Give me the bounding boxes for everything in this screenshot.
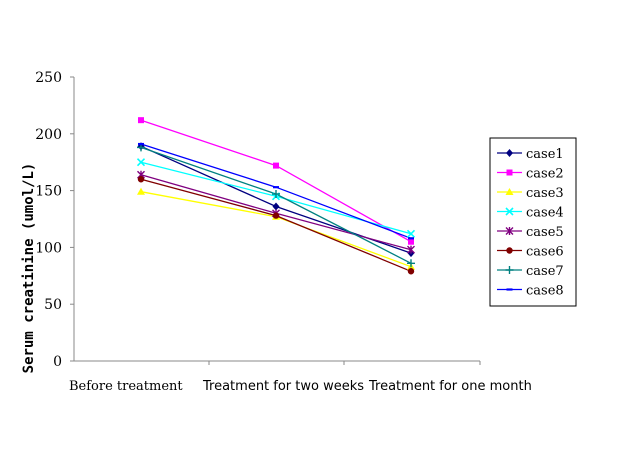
legend-label: case5 [526, 225, 564, 240]
data-point-case7 [272, 190, 280, 199]
y-tick-label: 0 [53, 354, 62, 370]
y-tick-label: 100 [35, 240, 62, 256]
legend-label: case4 [526, 206, 564, 221]
series-markers [136, 117, 416, 275]
data-point-case6 [272, 212, 280, 219]
legend-label: case8 [526, 284, 564, 299]
legend-label: case6 [526, 245, 564, 260]
legend-label: case1 [526, 147, 564, 162]
data-point-case3 [137, 187, 145, 195]
x-tick-label: Treatment for two weeks [202, 379, 364, 394]
legend-box [489, 137, 577, 307]
x-tick-label: Treatment for one month [368, 379, 532, 394]
y-tick-label: 250 [35, 70, 62, 86]
y-tick-label: 200 [35, 127, 62, 143]
y-axis-title: Serum creatinine (umol/L) [21, 163, 37, 374]
data-point-case6 [407, 268, 415, 275]
data-point-case2 [408, 238, 414, 245]
y-tick-label: 50 [44, 297, 62, 313]
data-point-case2 [138, 117, 144, 124]
legend: case1 case2 case3 case4 case5 case6 case7 case8 [489, 137, 577, 307]
legend-marker-case7 [505, 266, 514, 274]
axes: 0 50 100 150 200 250 Before treatment Treatment… [35, 70, 532, 394]
legend-marker-case4 [505, 207, 514, 216]
data-point-case4 [406, 229, 416, 238]
legend-marker-case3 [505, 188, 514, 195]
legend-marker-case2 [506, 169, 513, 176]
legend-label: case3 [526, 186, 564, 201]
data-point-case1 [272, 202, 280, 211]
data-point-case5 [407, 245, 415, 254]
legend-marker-case5 [505, 227, 514, 235]
data-point-case6 [137, 176, 145, 183]
data-point-case7 [407, 259, 415, 268]
data-point-case4 [136, 158, 146, 167]
data-point-case2 [273, 162, 279, 169]
x-tick-label: Before treatment [69, 379, 183, 394]
legend-label: case7 [526, 264, 564, 279]
legend-label: case2 [526, 167, 564, 182]
legend-marker-case1 [506, 149, 513, 157]
legend-marker-case6 [506, 247, 513, 254]
y-tick-label: 150 [35, 184, 62, 200]
